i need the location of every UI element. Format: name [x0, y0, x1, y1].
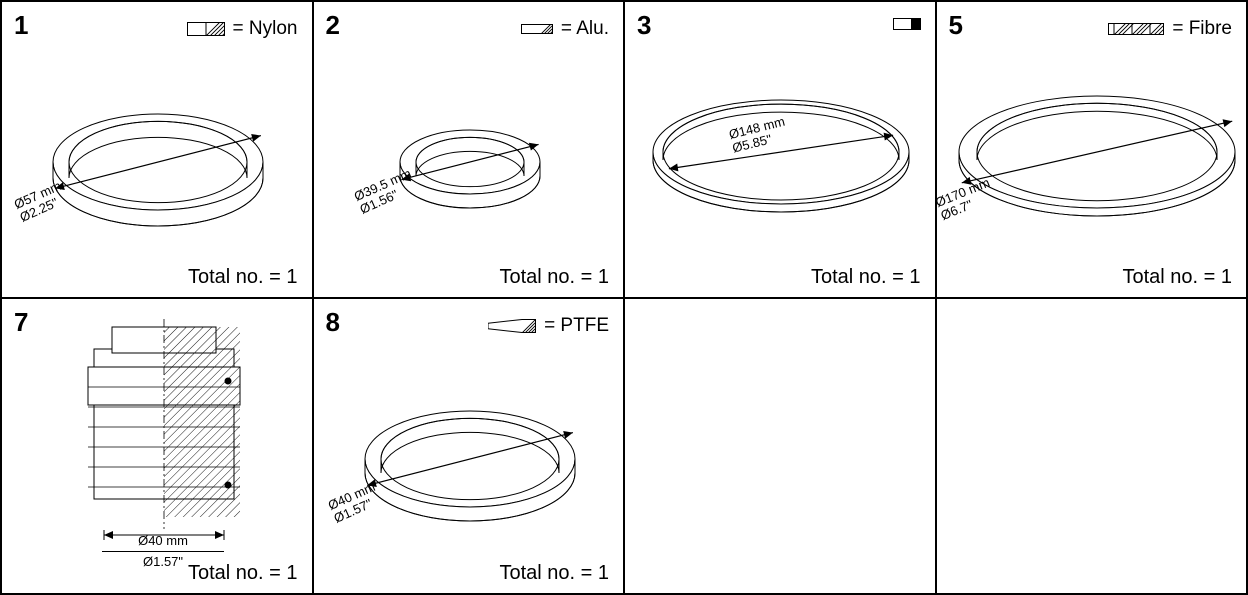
total-count: Total no. = 1	[188, 562, 298, 585]
total-count: Total no. = 1	[188, 266, 298, 289]
ring-drawing	[314, 299, 624, 594]
parts-cell	[936, 298, 1248, 595]
ring-drawing	[2, 2, 312, 297]
ring-drawing	[625, 2, 935, 297]
parts-cell: 1 = NylonØ57 mmØ2.25"Total no. = 1	[1, 1, 313, 298]
parts-cell: 2= Alu.Ø39.5 mmØ1.56"Total no. = 1	[313, 1, 625, 298]
total-count: Total no. = 1	[499, 266, 609, 289]
total-count: Total no. = 1	[499, 562, 609, 585]
dim-mm: Ø40 mm	[102, 533, 224, 552]
parts-cell: 8= PTFEØ40 mmØ1.57"Total no. = 1	[313, 298, 625, 595]
total-count: Total no. = 1	[811, 266, 921, 289]
parts-cell	[624, 298, 936, 595]
ring-drawing	[314, 2, 624, 297]
total-count: Total no. = 1	[1122, 266, 1232, 289]
parts-cell: 5= FibreØ170 mmØ6.7"Total no. = 1	[936, 1, 1248, 298]
parts-cell: 7Ø40 mmØ1.57"Total no. = 1	[1, 298, 313, 595]
ring-drawing	[937, 2, 1247, 297]
parts-cell: 3 Ø148 mmØ5.85"Total no. = 1	[624, 1, 936, 298]
